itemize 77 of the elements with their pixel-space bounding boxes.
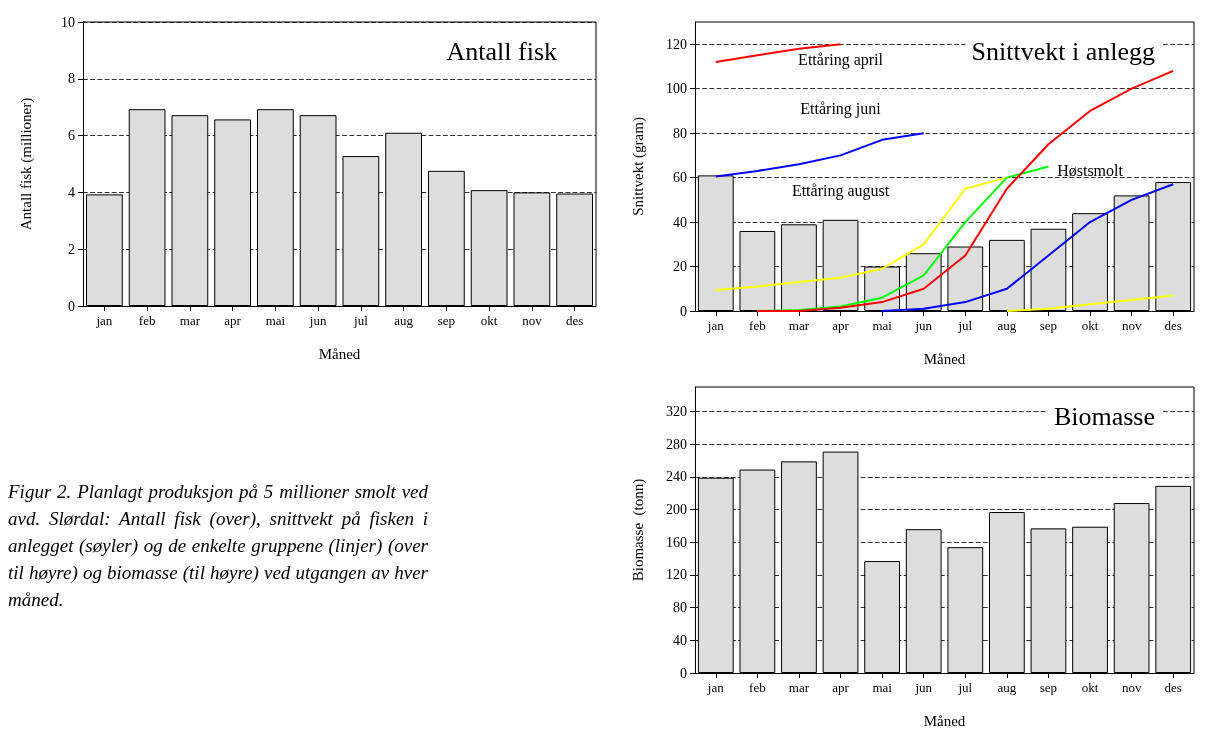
annotation: Høstsmolt <box>1057 162 1124 180</box>
x-tick-label: jan <box>706 680 725 695</box>
y-tick-label: 240 <box>666 469 687 485</box>
y-tick-label: 4 <box>68 184 75 200</box>
x-tick-label: des <box>1164 680 1182 695</box>
y-tick-label: 40 <box>673 632 687 648</box>
x-tick-label: jul <box>353 313 369 328</box>
x-tick-label: mai <box>872 680 893 695</box>
line-series <box>756 69 1175 312</box>
x-tick-label: feb <box>749 318 766 333</box>
text: Snittvekt i anlegg <box>971 36 1155 66</box>
text: Biomasse <box>1053 401 1155 431</box>
line-series <box>1005 294 1175 312</box>
x-tick-label: des <box>1164 318 1182 333</box>
x-tick-label: des <box>565 313 584 328</box>
x-tick-label: jan <box>95 313 113 328</box>
x-tick-label: jan <box>706 318 725 333</box>
x-tick-label: apr <box>224 313 242 328</box>
annotation: Ettåring april <box>798 51 884 70</box>
x-tick-label: aug <box>997 318 1017 333</box>
x-tick-label: sep <box>1039 318 1058 333</box>
y-axis-title: Antall fisk (millioner) <box>17 97 35 231</box>
x-tick-label: nov <box>1121 318 1142 333</box>
annotation: Ettåring august <box>791 182 890 201</box>
y-tick-label: 200 <box>666 502 687 518</box>
line-series <box>714 132 925 178</box>
x-tick-label: apr <box>832 680 850 695</box>
y-tick-label: 80 <box>673 125 687 141</box>
x-tick-label: okt <box>480 313 498 328</box>
x-tick-label: mar <box>788 680 810 695</box>
text: Figur 2. Planlagt produksjon på 5 millioner smolt ved avd. Slørdal: Antall fisk (over), snittvekt på fisken i anlegget (søyler) og de enkelte gruppene (linjer) (over til høyre) og biomasse (til høyre) ved utgangen av hver måned. <box>8 480 428 612</box>
x-tick-label: jul <box>957 318 973 333</box>
y-tick-label: 320 <box>666 404 687 420</box>
y-tick-label: 10 <box>61 14 75 30</box>
x-tick-label: aug <box>394 313 414 328</box>
x-tick-label: jun <box>308 313 327 328</box>
y-tick-label: 160 <box>666 534 687 550</box>
y-tick-label: 20 <box>673 259 687 275</box>
y-tick-label: 0 <box>68 298 75 314</box>
y-tick-label: 60 <box>673 170 687 186</box>
y-axis-title: Biomasse (tonn) <box>629 478 647 582</box>
y-tick-label: 40 <box>673 214 687 230</box>
y-tick-label: 8 <box>68 71 75 87</box>
y-tick-label: 80 <box>673 600 687 616</box>
y-tick-label: 2 <box>68 241 75 257</box>
x-axis-title: Måned <box>923 350 966 367</box>
bar <box>781 224 817 311</box>
y-tick-label: 0 <box>680 665 687 681</box>
x-tick-label: mar <box>179 313 201 328</box>
x-tick-label: mar <box>788 318 810 333</box>
x-tick-label: feb <box>138 313 156 328</box>
y-tick-label: 120 <box>666 36 687 52</box>
x-tick-label: jul <box>957 680 973 695</box>
x-axis-title: Måned <box>318 345 361 362</box>
x-tick-label: jun <box>914 318 933 333</box>
x-tick-label: aug <box>997 680 1017 695</box>
y-tick-label: 120 <box>666 567 687 583</box>
x-axis-title: Måned <box>923 712 966 729</box>
x-tick-label: okt <box>1081 680 1099 695</box>
y-tick-label: 280 <box>666 436 687 452</box>
x-tick-label: mai <box>265 313 286 328</box>
x-tick-label: nov <box>522 313 543 328</box>
x-tick-label: mai <box>872 318 893 333</box>
x-tick-label: jun <box>914 680 933 695</box>
x-tick-label: feb <box>749 680 766 695</box>
x-tick-label: apr <box>832 318 850 333</box>
x-tick-label: nov <box>1121 680 1142 695</box>
x-tick-label: okt <box>1081 318 1099 333</box>
y-axis-title: Snittvekt (gram) <box>629 117 647 216</box>
y-tick-label: 100 <box>666 81 687 97</box>
y-tick-label: 0 <box>680 303 687 319</box>
x-tick-label: sep <box>437 313 456 328</box>
y-tick-label: 6 <box>68 128 75 144</box>
line-series <box>714 176 1008 291</box>
annotation: Ettåring juni <box>800 100 882 119</box>
text: Antall fisk <box>446 36 558 66</box>
x-tick-label: sep <box>1039 680 1058 695</box>
